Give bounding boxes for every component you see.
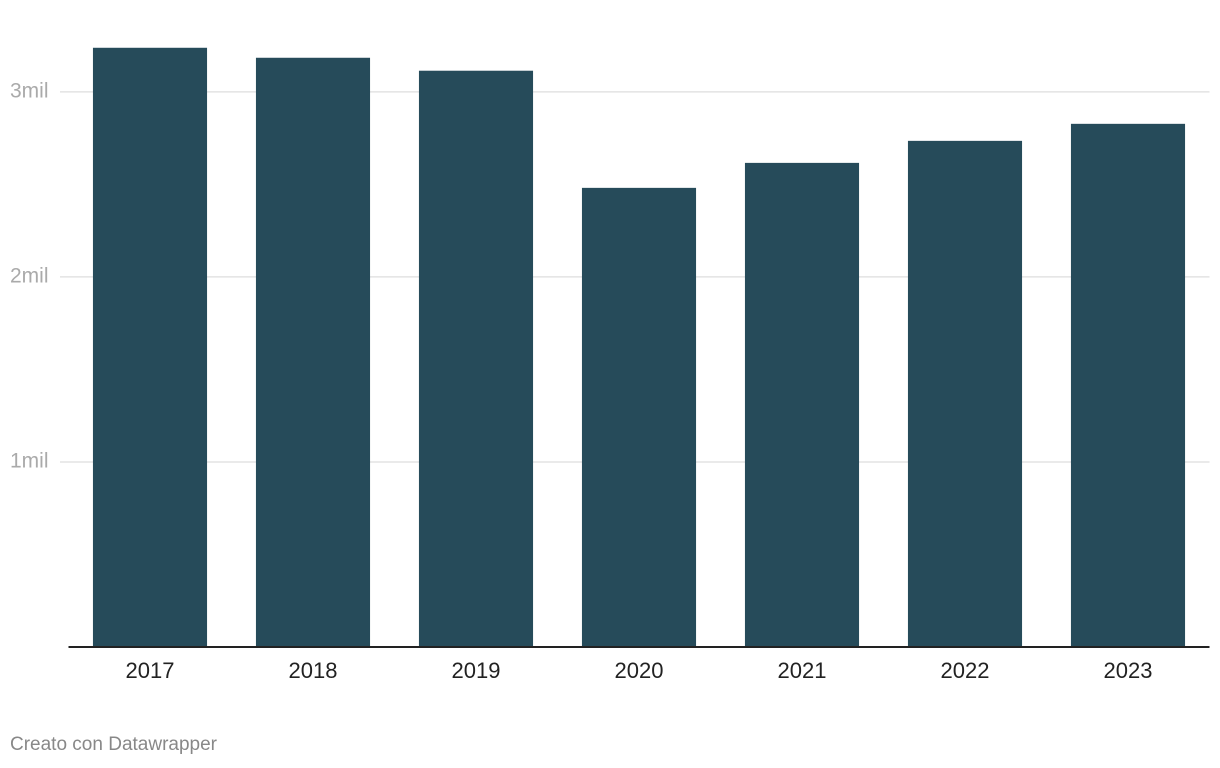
bar [1070,123,1186,647]
x-tick-label: 2022 [941,658,990,683]
x-tick-label: 2020 [615,658,664,683]
credit: Creato con Datawrapper [10,734,218,755]
x-tick-label: 2017 [126,658,175,683]
y-tick-label: 1mil [10,449,49,472]
bar [92,47,208,647]
bar [255,57,371,647]
x-tick-label: 2018 [289,658,338,683]
bar [744,162,860,647]
bar [907,140,1023,648]
x-tick-label: 2019 [452,658,501,683]
bar [418,70,534,648]
bar [581,187,697,648]
y-tick-label: 2mil [10,264,49,287]
x-tick-label: 2021 [778,658,827,683]
x-tick-label: 2023 [1104,658,1153,683]
y-tick-label: 3mil [10,79,49,102]
